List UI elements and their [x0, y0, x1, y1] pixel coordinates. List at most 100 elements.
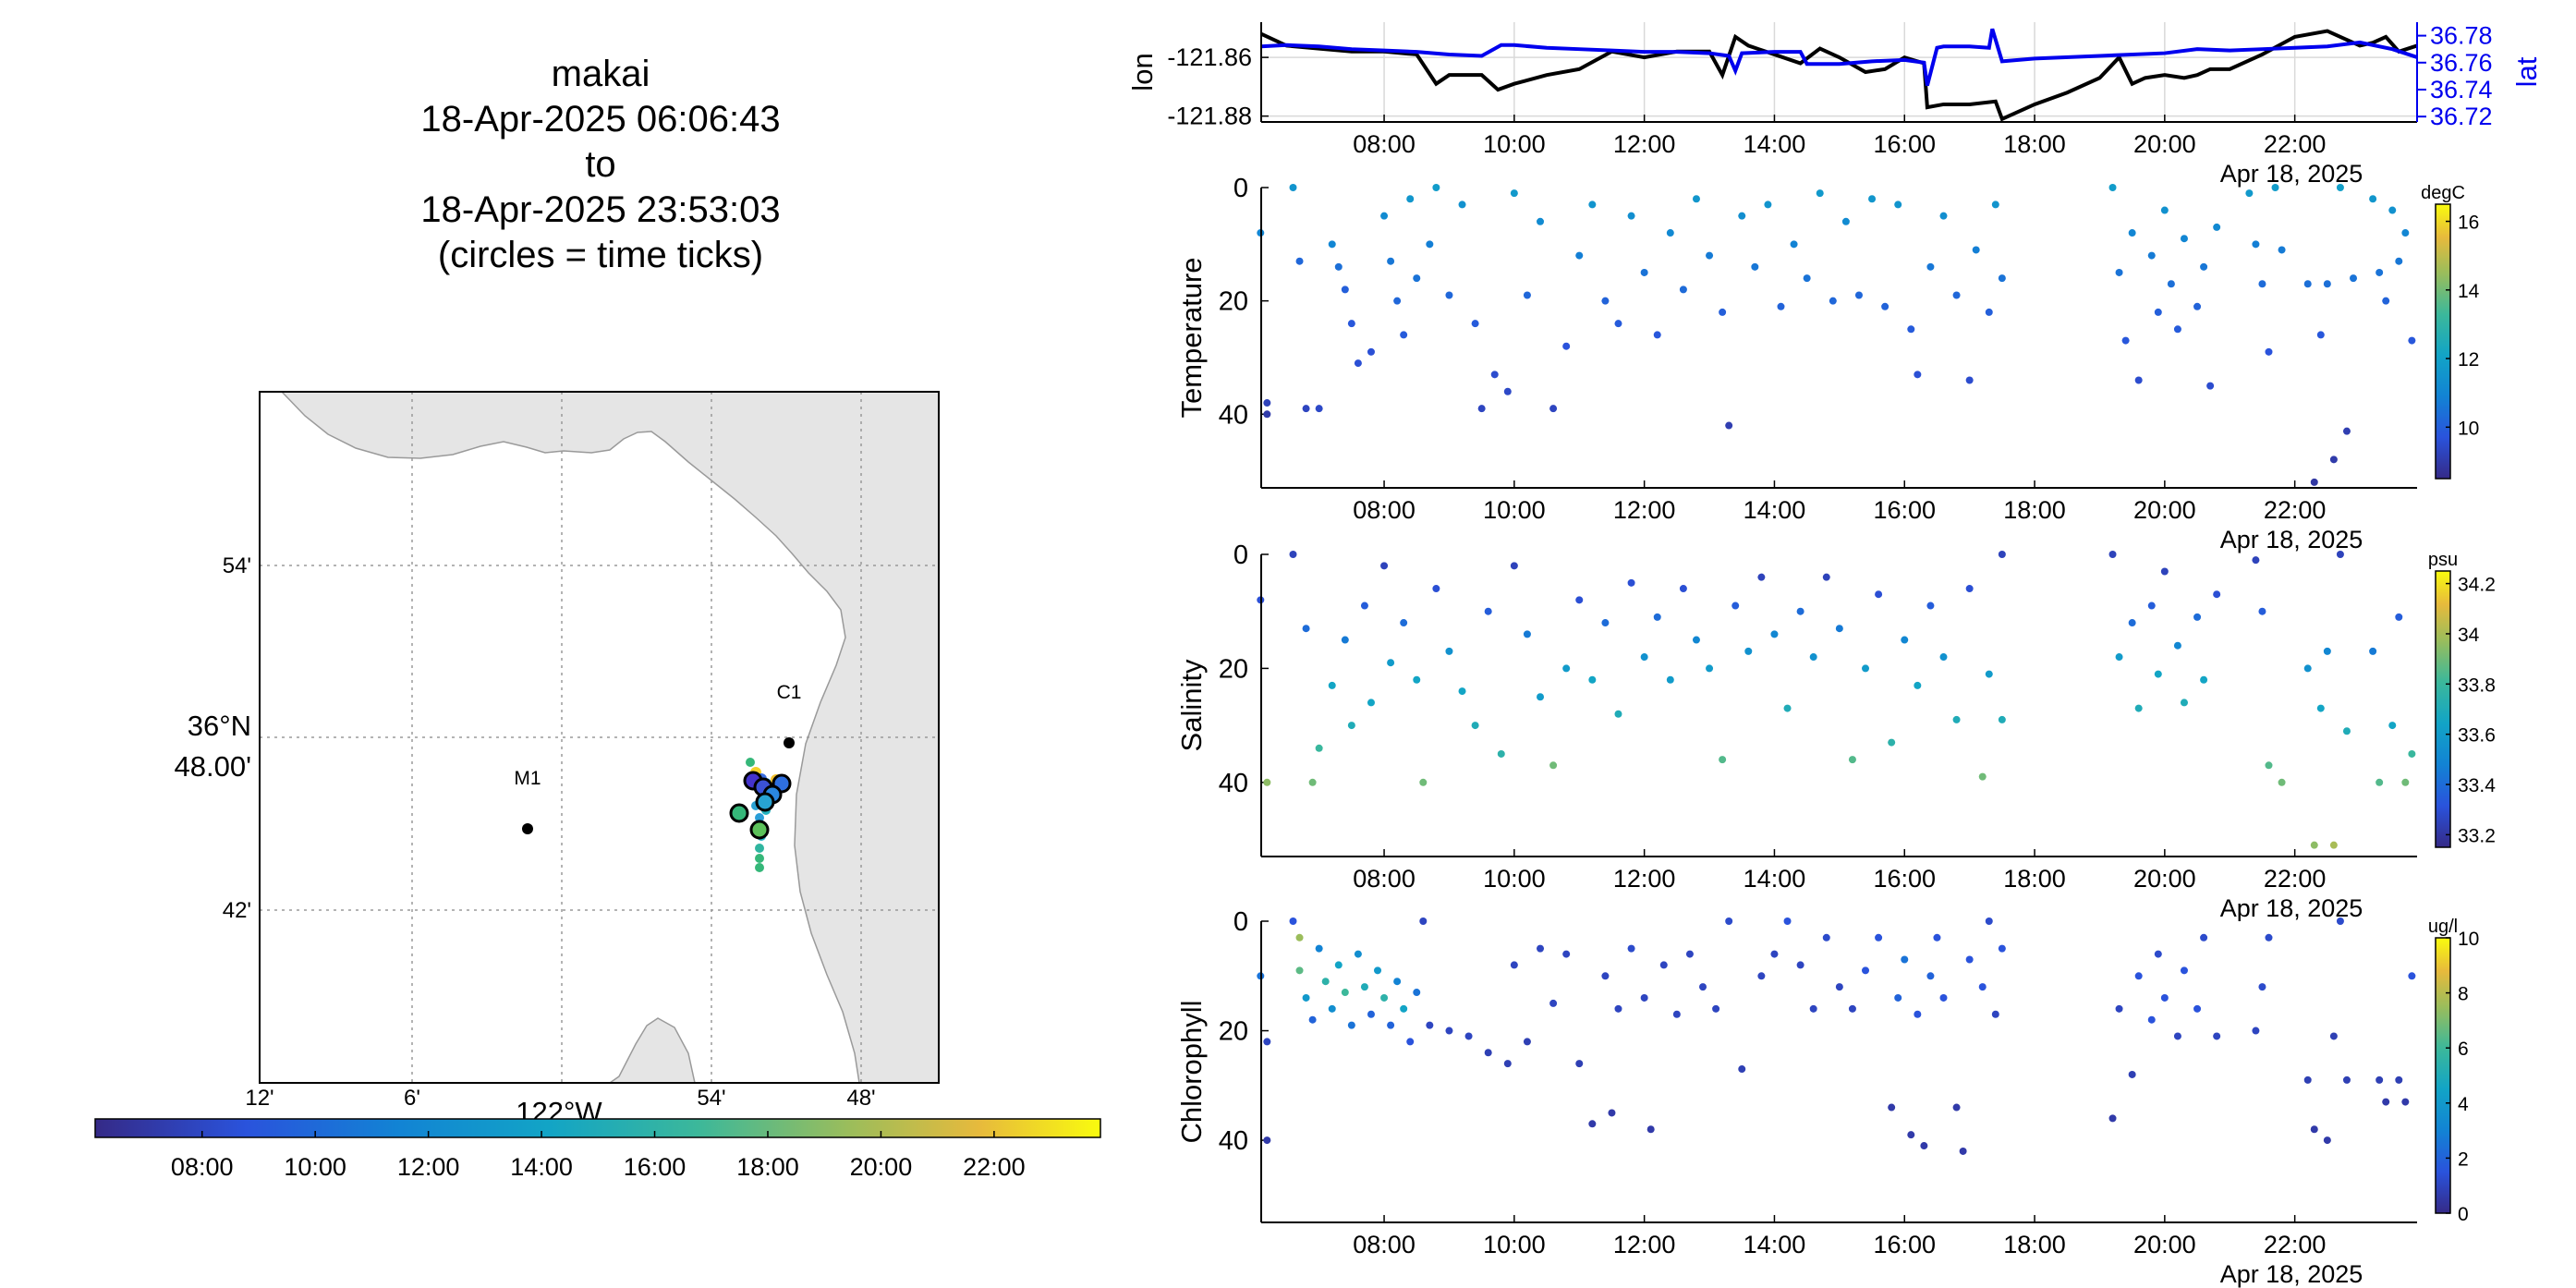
data-point	[1907, 325, 1915, 334]
data-point	[1679, 585, 1687, 593]
data-point	[2115, 268, 2123, 276]
x-tick-label: 18:00	[2003, 865, 2066, 893]
title-line-3: to	[585, 144, 615, 185]
data-point	[1783, 917, 1792, 925]
data-point	[1503, 1060, 1512, 1068]
data-point	[1646, 1125, 1655, 1134]
data-point	[1432, 585, 1440, 593]
data-point	[1588, 675, 1597, 684]
data-point	[1685, 950, 1694, 958]
colorbar-units: ug/l	[2428, 917, 2458, 937]
y-right-tick-label: 36.76	[2430, 49, 2493, 77]
data-point	[1334, 262, 1343, 271]
data-point	[1562, 664, 1571, 673]
colorbar-tick-label: 6	[2458, 1039, 2469, 1060]
data-point	[1601, 297, 1610, 305]
data-point	[1868, 195, 1877, 203]
map-track	[729, 758, 792, 872]
data-point	[2401, 229, 2410, 237]
data-point	[1413, 989, 1421, 997]
data-point	[1888, 738, 1896, 747]
data-point	[2323, 280, 2331, 288]
data-point	[1562, 342, 1571, 350]
data-point	[1627, 212, 1635, 220]
data-point	[1933, 933, 1941, 942]
data-point	[1862, 664, 1870, 673]
colorbar-units: psu	[2428, 550, 2458, 570]
time-colorbar: 08:00 10:00 12:00 14:00 16:00 18:00 20:00 22:00	[94, 1118, 1101, 1181]
title-block: makai 18-Apr-2025 06:06:43 to 18-Apr-202…	[420, 54, 780, 275]
data-point	[1601, 619, 1610, 627]
x-date-label: Apr 18, 2025	[2220, 1260, 2363, 1288]
data-point	[2180, 235, 2188, 243]
data-point	[1387, 659, 1395, 667]
colorbar-tick-label: 14	[2458, 281, 2480, 302]
data-point	[1803, 274, 1811, 283]
x-tick-label: 22:00	[2264, 865, 2327, 893]
map-frame	[259, 391, 940, 1084]
data-point	[2213, 1032, 2221, 1040]
data-point	[1426, 1021, 1434, 1029]
title-line-2: 18-Apr-2025 06:06:43	[420, 99, 780, 140]
lat-tick-42: 42'	[223, 898, 251, 923]
lat-series-line	[1260, 28, 2418, 87]
data-point	[1653, 331, 1661, 339]
data-point	[1952, 291, 1961, 299]
data-point	[1914, 681, 1922, 689]
data-point	[2329, 1032, 2338, 1040]
y-tick-label: 0	[1233, 541, 1248, 570]
data-point	[1484, 607, 1492, 615]
data-point	[1537, 944, 1545, 953]
data-point	[1901, 636, 1909, 644]
colorbar-tick-label: 10	[2458, 418, 2479, 439]
x-tick-label: 08:00	[1353, 1231, 1416, 1258]
data-point	[1965, 376, 1974, 384]
x-tick-label: 08:00	[1353, 865, 1416, 893]
data-point	[1458, 687, 1466, 696]
data-point	[1796, 961, 1804, 969]
x-tick-label: 10:00	[1483, 1231, 1546, 1258]
data-point	[1926, 262, 1935, 271]
data-point	[1295, 966, 1304, 975]
x-tick-label: 10:00	[1483, 496, 1546, 524]
data-point	[1835, 625, 1843, 633]
y-left-tick-label: -121.86	[1167, 43, 1252, 71]
data-point	[2180, 699, 2188, 707]
x-tick-label: 08:00	[1353, 130, 1416, 158]
x-tick-label: 12:00	[1613, 130, 1676, 158]
data-point	[1719, 308, 1727, 316]
data-point	[2115, 1004, 2123, 1013]
data-point	[1588, 1120, 1597, 1128]
x-tick-label: 14:00	[1744, 865, 1806, 893]
data-point	[1640, 993, 1648, 1002]
data-point	[2369, 647, 2377, 655]
data-point	[2336, 184, 2344, 191]
data-point	[1666, 229, 1674, 237]
data-point	[2258, 607, 2266, 615]
data-point	[1783, 704, 1792, 712]
data-point	[1302, 625, 1310, 633]
data-point	[1497, 749, 1505, 758]
data-point	[2154, 308, 2162, 316]
data-point	[2213, 223, 2221, 231]
data-point	[1744, 647, 1753, 655]
data-point	[2278, 246, 2286, 254]
colorbar-tick-label: 8	[2458, 984, 2469, 1005]
data-point	[1888, 1103, 1896, 1112]
data-point	[1387, 257, 1395, 265]
data-point	[1920, 1142, 1928, 1150]
data-point	[2160, 206, 2169, 214]
data-point	[2376, 268, 2384, 276]
plot-area	[1261, 554, 2417, 857]
y-tick-label: 20	[1219, 654, 1248, 684]
data-point	[2336, 551, 2344, 558]
data-point	[2147, 1015, 2156, 1024]
data-point	[2160, 993, 2169, 1002]
x-tick-label: 14:00	[1744, 496, 1806, 524]
data-point	[1445, 291, 1453, 299]
data-point	[1757, 972, 1766, 980]
data-point	[1302, 993, 1310, 1002]
time-colorbar-tick-label: 10:00	[284, 1153, 346, 1181]
data-point	[2342, 727, 2351, 735]
